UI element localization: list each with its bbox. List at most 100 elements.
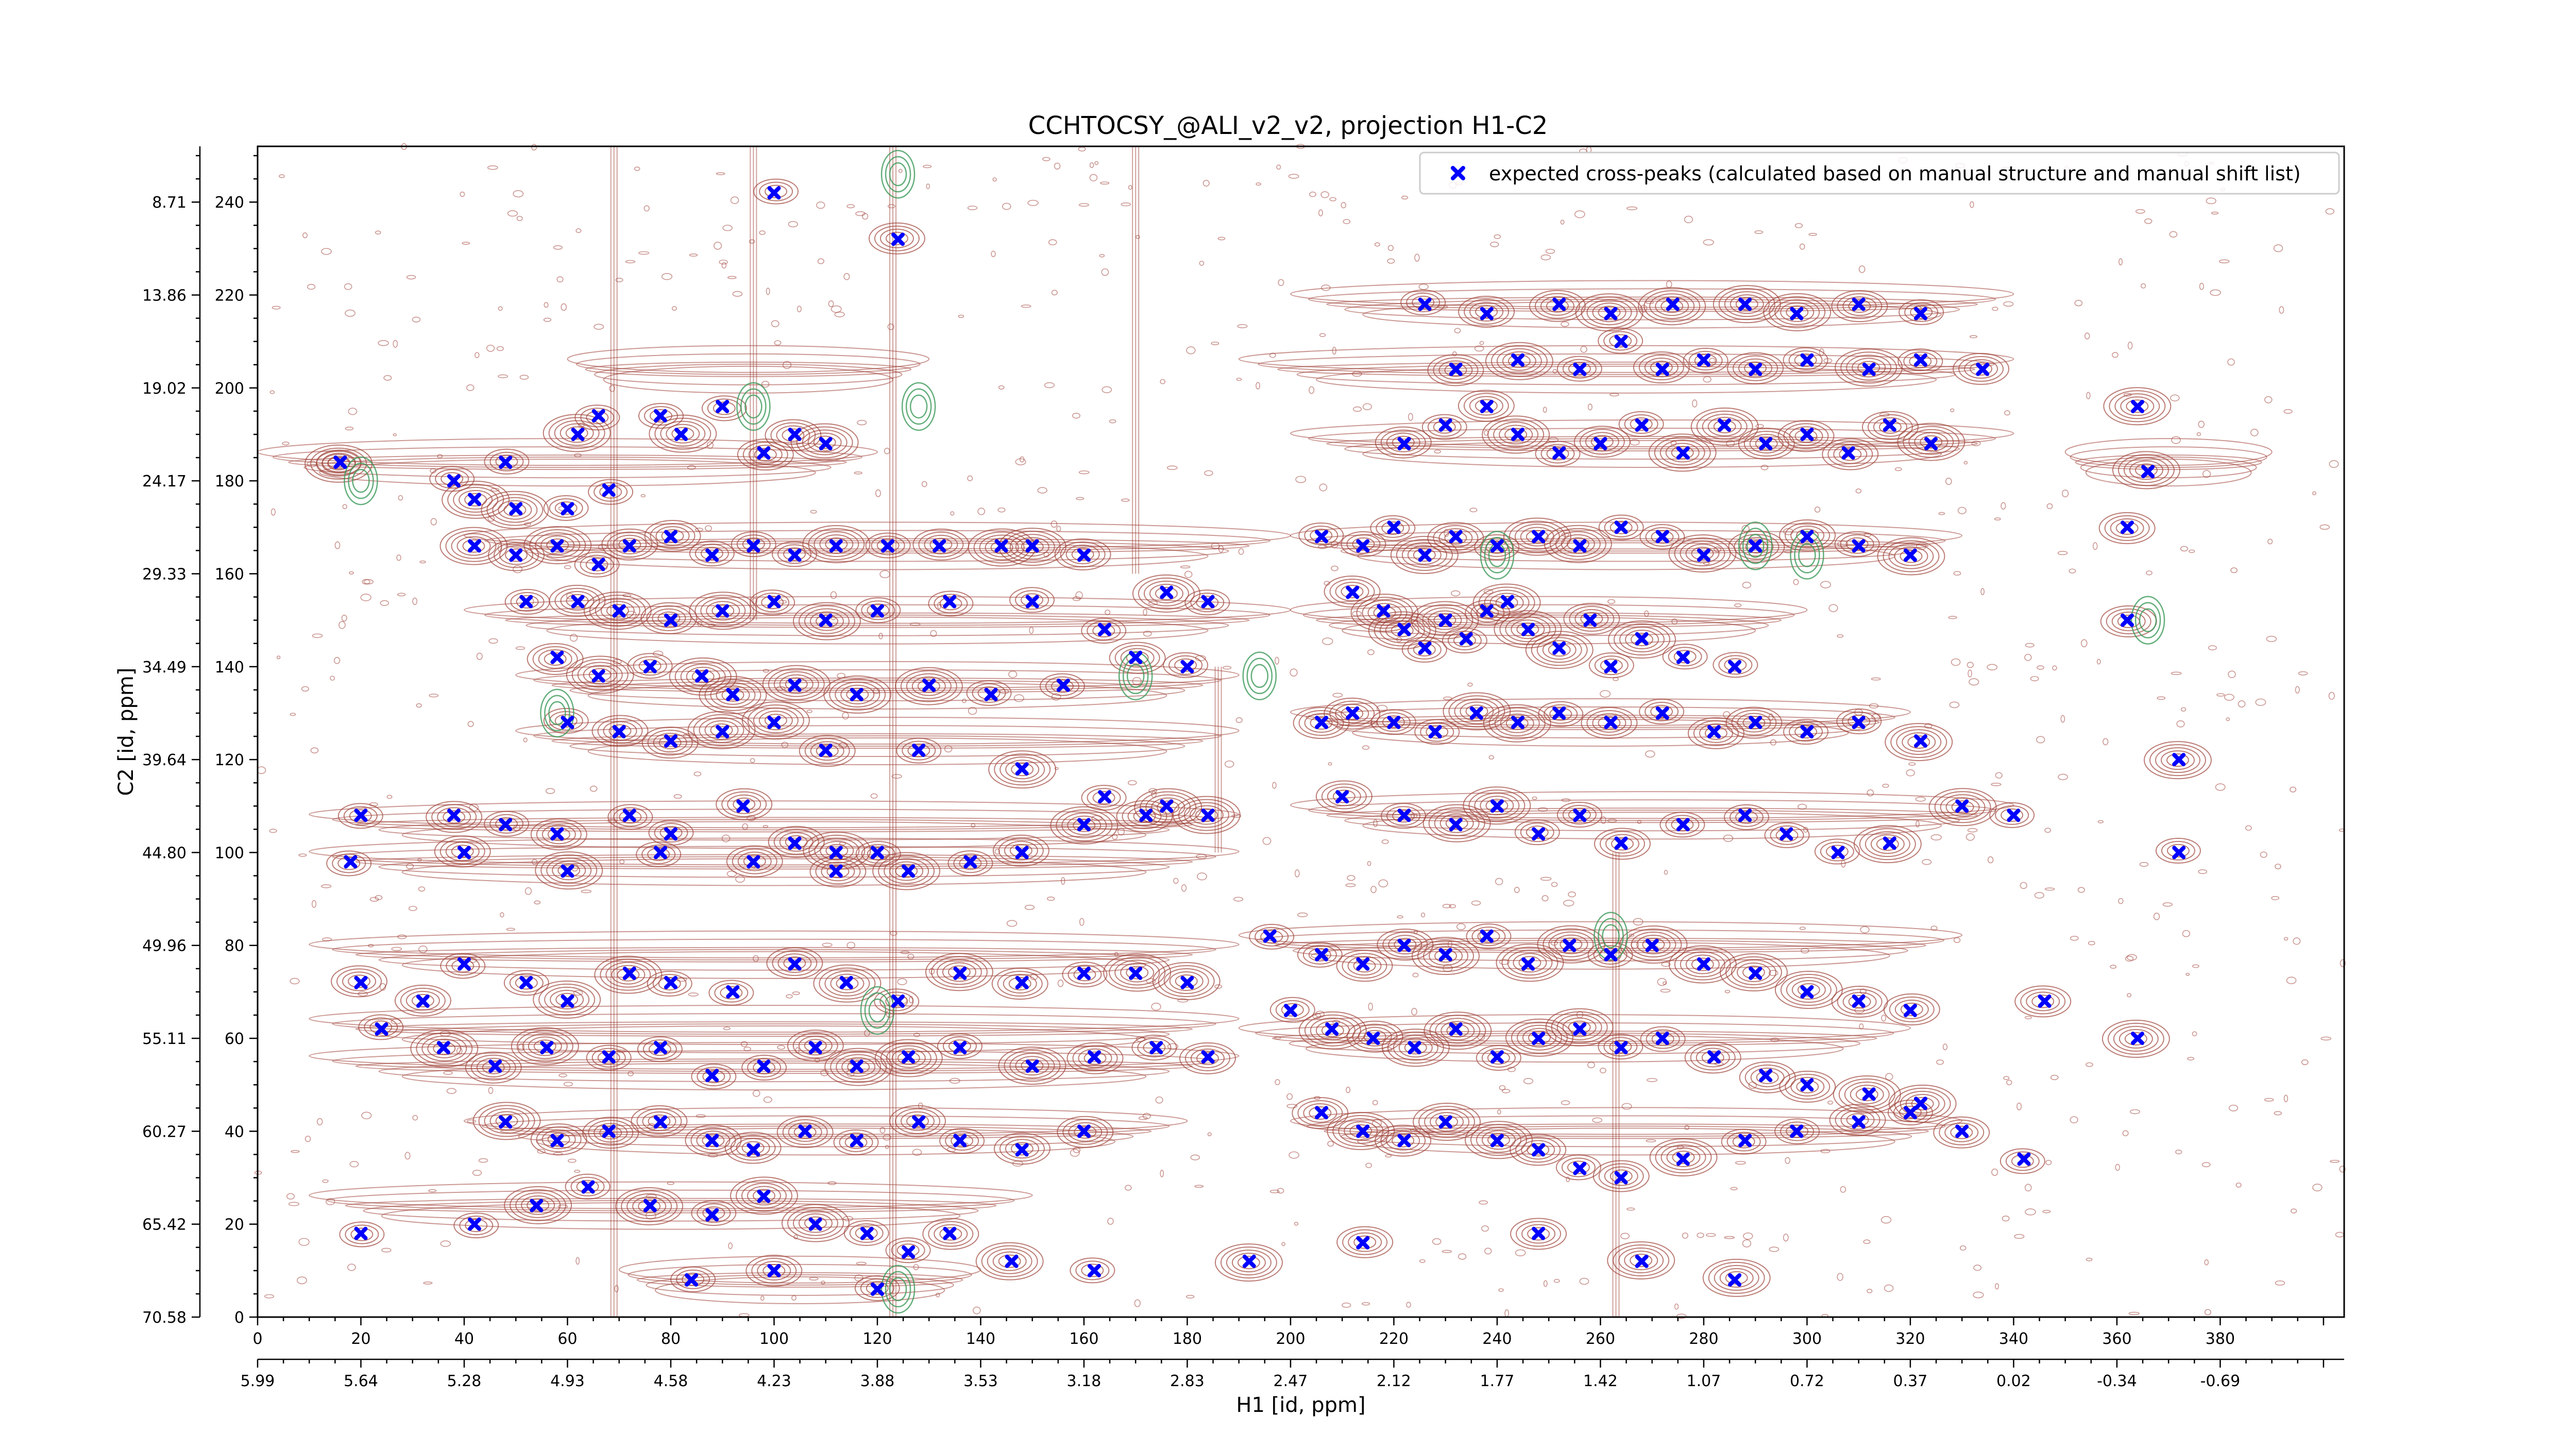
contour-noise [2110, 965, 2117, 969]
cross-peak-marker [354, 1226, 368, 1240]
cross-peak-marker [1356, 1236, 1370, 1250]
contour-noise [816, 201, 825, 209]
contour-band [636, 1272, 963, 1288]
cross-peak-marker [1573, 362, 1587, 376]
contour-ring [1665, 815, 1700, 835]
contour-noise [697, 620, 702, 627]
cross-peak-marker [1532, 1143, 1546, 1157]
contour-ring [1158, 965, 1215, 998]
contour-ring [1231, 1253, 1266, 1273]
contour-noise [719, 259, 728, 265]
contour-noise [1190, 1154, 1200, 1160]
contour-ring [2117, 454, 2175, 486]
contour-noise [1374, 242, 1380, 247]
contour-ring [1398, 1038, 1433, 1058]
contour-ring [482, 1060, 505, 1074]
x-ppm-tick-label: 5.99 [241, 1372, 275, 1390]
contour-ring [571, 659, 629, 691]
contour-ring [2104, 515, 2150, 541]
contour-ring [721, 688, 744, 702]
contour-noise [515, 646, 526, 650]
cross-peak-marker [1201, 595, 1215, 609]
cross-peak-marker [674, 427, 688, 441]
contour-ring [516, 1030, 573, 1063]
contour-noise [2074, 299, 2083, 307]
contour-ring [1794, 353, 1817, 367]
contour-noise [487, 165, 498, 170]
contour-noise [412, 597, 418, 605]
contour-noise [1631, 941, 1639, 949]
contour-ring [504, 1186, 572, 1224]
contour-ring [1665, 443, 1700, 463]
contour-noise [288, 1202, 300, 1206]
cross-peak-marker [1356, 539, 1370, 553]
contour-ring [1774, 299, 1820, 325]
contour-noise [1385, 1154, 1392, 1158]
contour-noise [1684, 215, 1693, 224]
contour-ring [1633, 351, 1690, 384]
cross-peak-marker [1356, 957, 1370, 971]
contour-ring [459, 1216, 494, 1236]
contour-ring [1764, 822, 1810, 848]
contour-ring [636, 841, 682, 868]
cross-peak-marker [798, 1124, 812, 1138]
contour-noise [1324, 581, 1330, 586]
contour-ring [1870, 834, 1905, 854]
contour-ring [442, 480, 510, 519]
contour-negative [2139, 608, 2157, 632]
contour-noise [2170, 394, 2180, 401]
contour-ring [1068, 1122, 1103, 1142]
contour-ring [768, 825, 825, 858]
contour-noise [1936, 1059, 1944, 1065]
contour-ring [1646, 1029, 1680, 1049]
contour-ring [642, 1111, 676, 1131]
contour-ring [886, 1045, 931, 1071]
contour-noise [1561, 798, 1571, 802]
contour-noise [320, 884, 332, 888]
contour-ring [505, 548, 528, 562]
contour-noise [1963, 461, 1968, 465]
contour-ring [546, 857, 592, 884]
cross-peak-marker [1913, 1097, 1927, 1110]
contour-noise [1278, 279, 1284, 287]
contour-noise [1488, 755, 1495, 760]
contour-negative [885, 1271, 911, 1308]
contour-ring [1592, 1160, 1650, 1192]
contour-noise [291, 1150, 300, 1153]
contour-noise [1006, 920, 1018, 927]
contour-ring [1003, 974, 1037, 994]
contour-ring [993, 1133, 1050, 1165]
contour-ring [462, 539, 485, 553]
contour-ring [1933, 1116, 1990, 1149]
contour-ring [1852, 358, 1886, 378]
y-tick-label: 200 [215, 380, 244, 398]
contour-ring [1846, 355, 1892, 381]
contour-ring [1427, 354, 1484, 386]
contour-ring [1964, 359, 1998, 379]
cross-peak-marker [1759, 437, 1773, 451]
contour-noise [369, 802, 378, 807]
x-ppm-axis: 5.99 5.64 5.28 4.93 4.58 4.23 3.88 3.53 3.18 2.83… [241, 1358, 2344, 1390]
contour-ring [990, 541, 1013, 554]
contour-ring [1528, 1031, 1551, 1044]
cross-peak-marker [716, 604, 730, 618]
contour-ring [489, 814, 524, 834]
contour-ring [498, 500, 532, 520]
contour-ring [1514, 819, 1560, 846]
contour-noise [887, 204, 895, 209]
contour-noise [1523, 1077, 1534, 1085]
cross-peak-marker [1438, 418, 1452, 432]
cross-peak-marker [1573, 1022, 1587, 1036]
contour-ring [364, 1017, 398, 1037]
contour-noise [1195, 655, 1206, 661]
contour-noise [2192, 1031, 2197, 1037]
cross-peak-marker [912, 744, 926, 757]
contour-ring [1304, 1014, 1361, 1047]
contour-ring [855, 840, 901, 867]
cross-peak-marker [870, 846, 884, 860]
contour-ring [595, 598, 640, 624]
contour-ring [1298, 710, 1344, 736]
contour-ring [1763, 293, 1832, 331]
x-tick-label: 360 [2102, 1330, 2131, 1348]
contour-noise [419, 560, 426, 564]
